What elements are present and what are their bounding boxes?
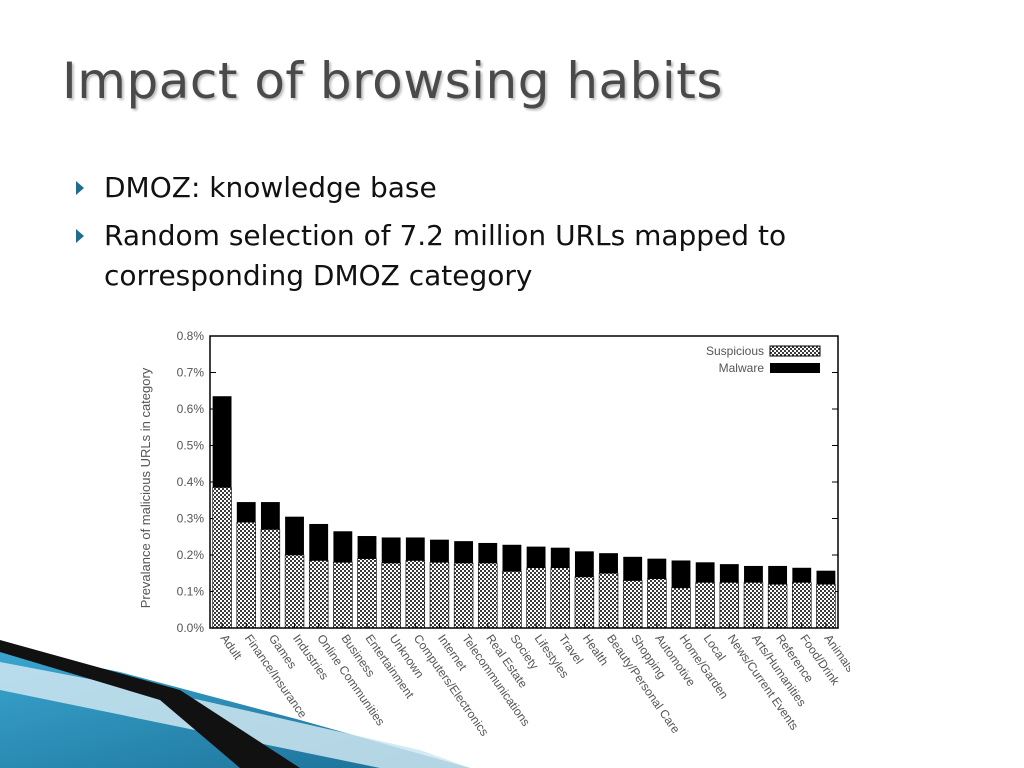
bar-malware [381, 537, 401, 564]
bullet-arrow-icon [76, 181, 84, 195]
y-tick-label: 0.6% [177, 402, 205, 416]
bar-suspicious [333, 562, 353, 629]
plot-area-frame [209, 335, 839, 629]
bar-suspicious [357, 558, 377, 629]
bar-malware [599, 553, 618, 574]
bar-malware [695, 562, 715, 583]
x-tick-label: Adult [218, 632, 246, 663]
y-tick-label: 0.3% [177, 512, 205, 526]
bar-suspicious [574, 576, 595, 629]
legend-label-suspicious: Suspicious [706, 344, 764, 358]
bar-malware [285, 516, 304, 555]
bar-suspicious [381, 562, 401, 629]
bar-suspicious [816, 583, 836, 629]
bar-suspicious [236, 521, 256, 629]
y-tick-label: 0.4% [177, 475, 205, 489]
y-axis-ticks: 0.0% 0.1% 0.2% 0.3% 0.4% 0.5% 0.6% 0.7% 0.8% [177, 329, 838, 635]
bar-malware [430, 539, 449, 563]
bar-malware [671, 560, 691, 588]
bar-suspicious [550, 567, 570, 629]
bar-malware [623, 556, 643, 581]
bar-suspicious [767, 583, 788, 629]
legend: Suspicious Malware [706, 344, 821, 375]
bar-suspicious [526, 567, 546, 629]
bar-malware [647, 558, 667, 579]
bullet-item-1: DMOZ: knowledge base [72, 168, 972, 208]
bar-malware [526, 546, 546, 568]
bullet-text-2: Random selection of 7.2 million URLs map… [104, 219, 787, 292]
bar-suspicious [719, 582, 740, 629]
bar-suspicious [308, 560, 329, 629]
bar-suspicious [598, 572, 619, 629]
bullet-item-2: Random selection of 7.2 million URLs map… [72, 216, 972, 296]
bullet-list: DMOZ: knowledge base Random selection of… [72, 168, 972, 304]
legend-swatch-malware [770, 363, 820, 373]
bar-malware [574, 551, 594, 577]
slide-title: Impact of browsing habits [62, 52, 723, 110]
bar-malware [212, 396, 232, 488]
bar-suspicious [284, 554, 305, 629]
bar-suspicious [743, 582, 764, 629]
bullet-arrow-icon [76, 229, 84, 243]
bar-malware [816, 570, 836, 585]
bar-suspicious [695, 582, 715, 629]
bar-malware [333, 531, 353, 563]
y-tick-label: 0.7% [177, 366, 205, 380]
bar-malware [454, 541, 474, 564]
bar-suspicious [212, 487, 232, 629]
bar-suspicious [260, 529, 281, 629]
y-tick-label: 0.5% [177, 439, 205, 453]
y-tick-label: 0.2% [177, 548, 205, 562]
bar-suspicious [478, 562, 498, 629]
bar-malware [792, 567, 812, 583]
y-axis-label: Prevalance of malicious URLs in category [138, 367, 153, 608]
bar-malware [550, 547, 570, 568]
bars [212, 396, 836, 629]
stacked-bar-chart: Prevalance of malicious URLs in category… [138, 329, 850, 739]
bar-malware [744, 565, 763, 583]
legend-label-malware: Malware [719, 361, 765, 375]
bar-malware [502, 544, 522, 572]
y-tick-label: 0.1% [177, 585, 205, 599]
bullet-text-1: DMOZ: knowledge base [104, 171, 437, 204]
bar-malware [309, 523, 329, 561]
y-tick-label: 0.0% [177, 621, 205, 635]
bar-malware [236, 502, 256, 523]
bar-suspicious [453, 562, 474, 629]
bar-suspicious [647, 578, 667, 629]
bar-suspicious [429, 562, 450, 629]
bar-malware [768, 565, 788, 585]
bar-malware [478, 542, 498, 564]
bar-suspicious [502, 571, 522, 629]
bar-malware [405, 537, 425, 561]
bar-malware [260, 502, 280, 530]
bar-malware [357, 536, 377, 559]
legend-swatch-suspicious [769, 345, 821, 357]
bar-suspicious [671, 587, 691, 629]
bar-suspicious [792, 582, 812, 629]
bar-malware [719, 564, 739, 583]
x-axis-labels: AdultFinance/InsuranceGamesIndustriesOnl… [218, 632, 850, 739]
y-tick-label: 0.8% [177, 329, 205, 343]
bar-suspicious [405, 560, 426, 629]
bar-suspicious [622, 580, 643, 629]
